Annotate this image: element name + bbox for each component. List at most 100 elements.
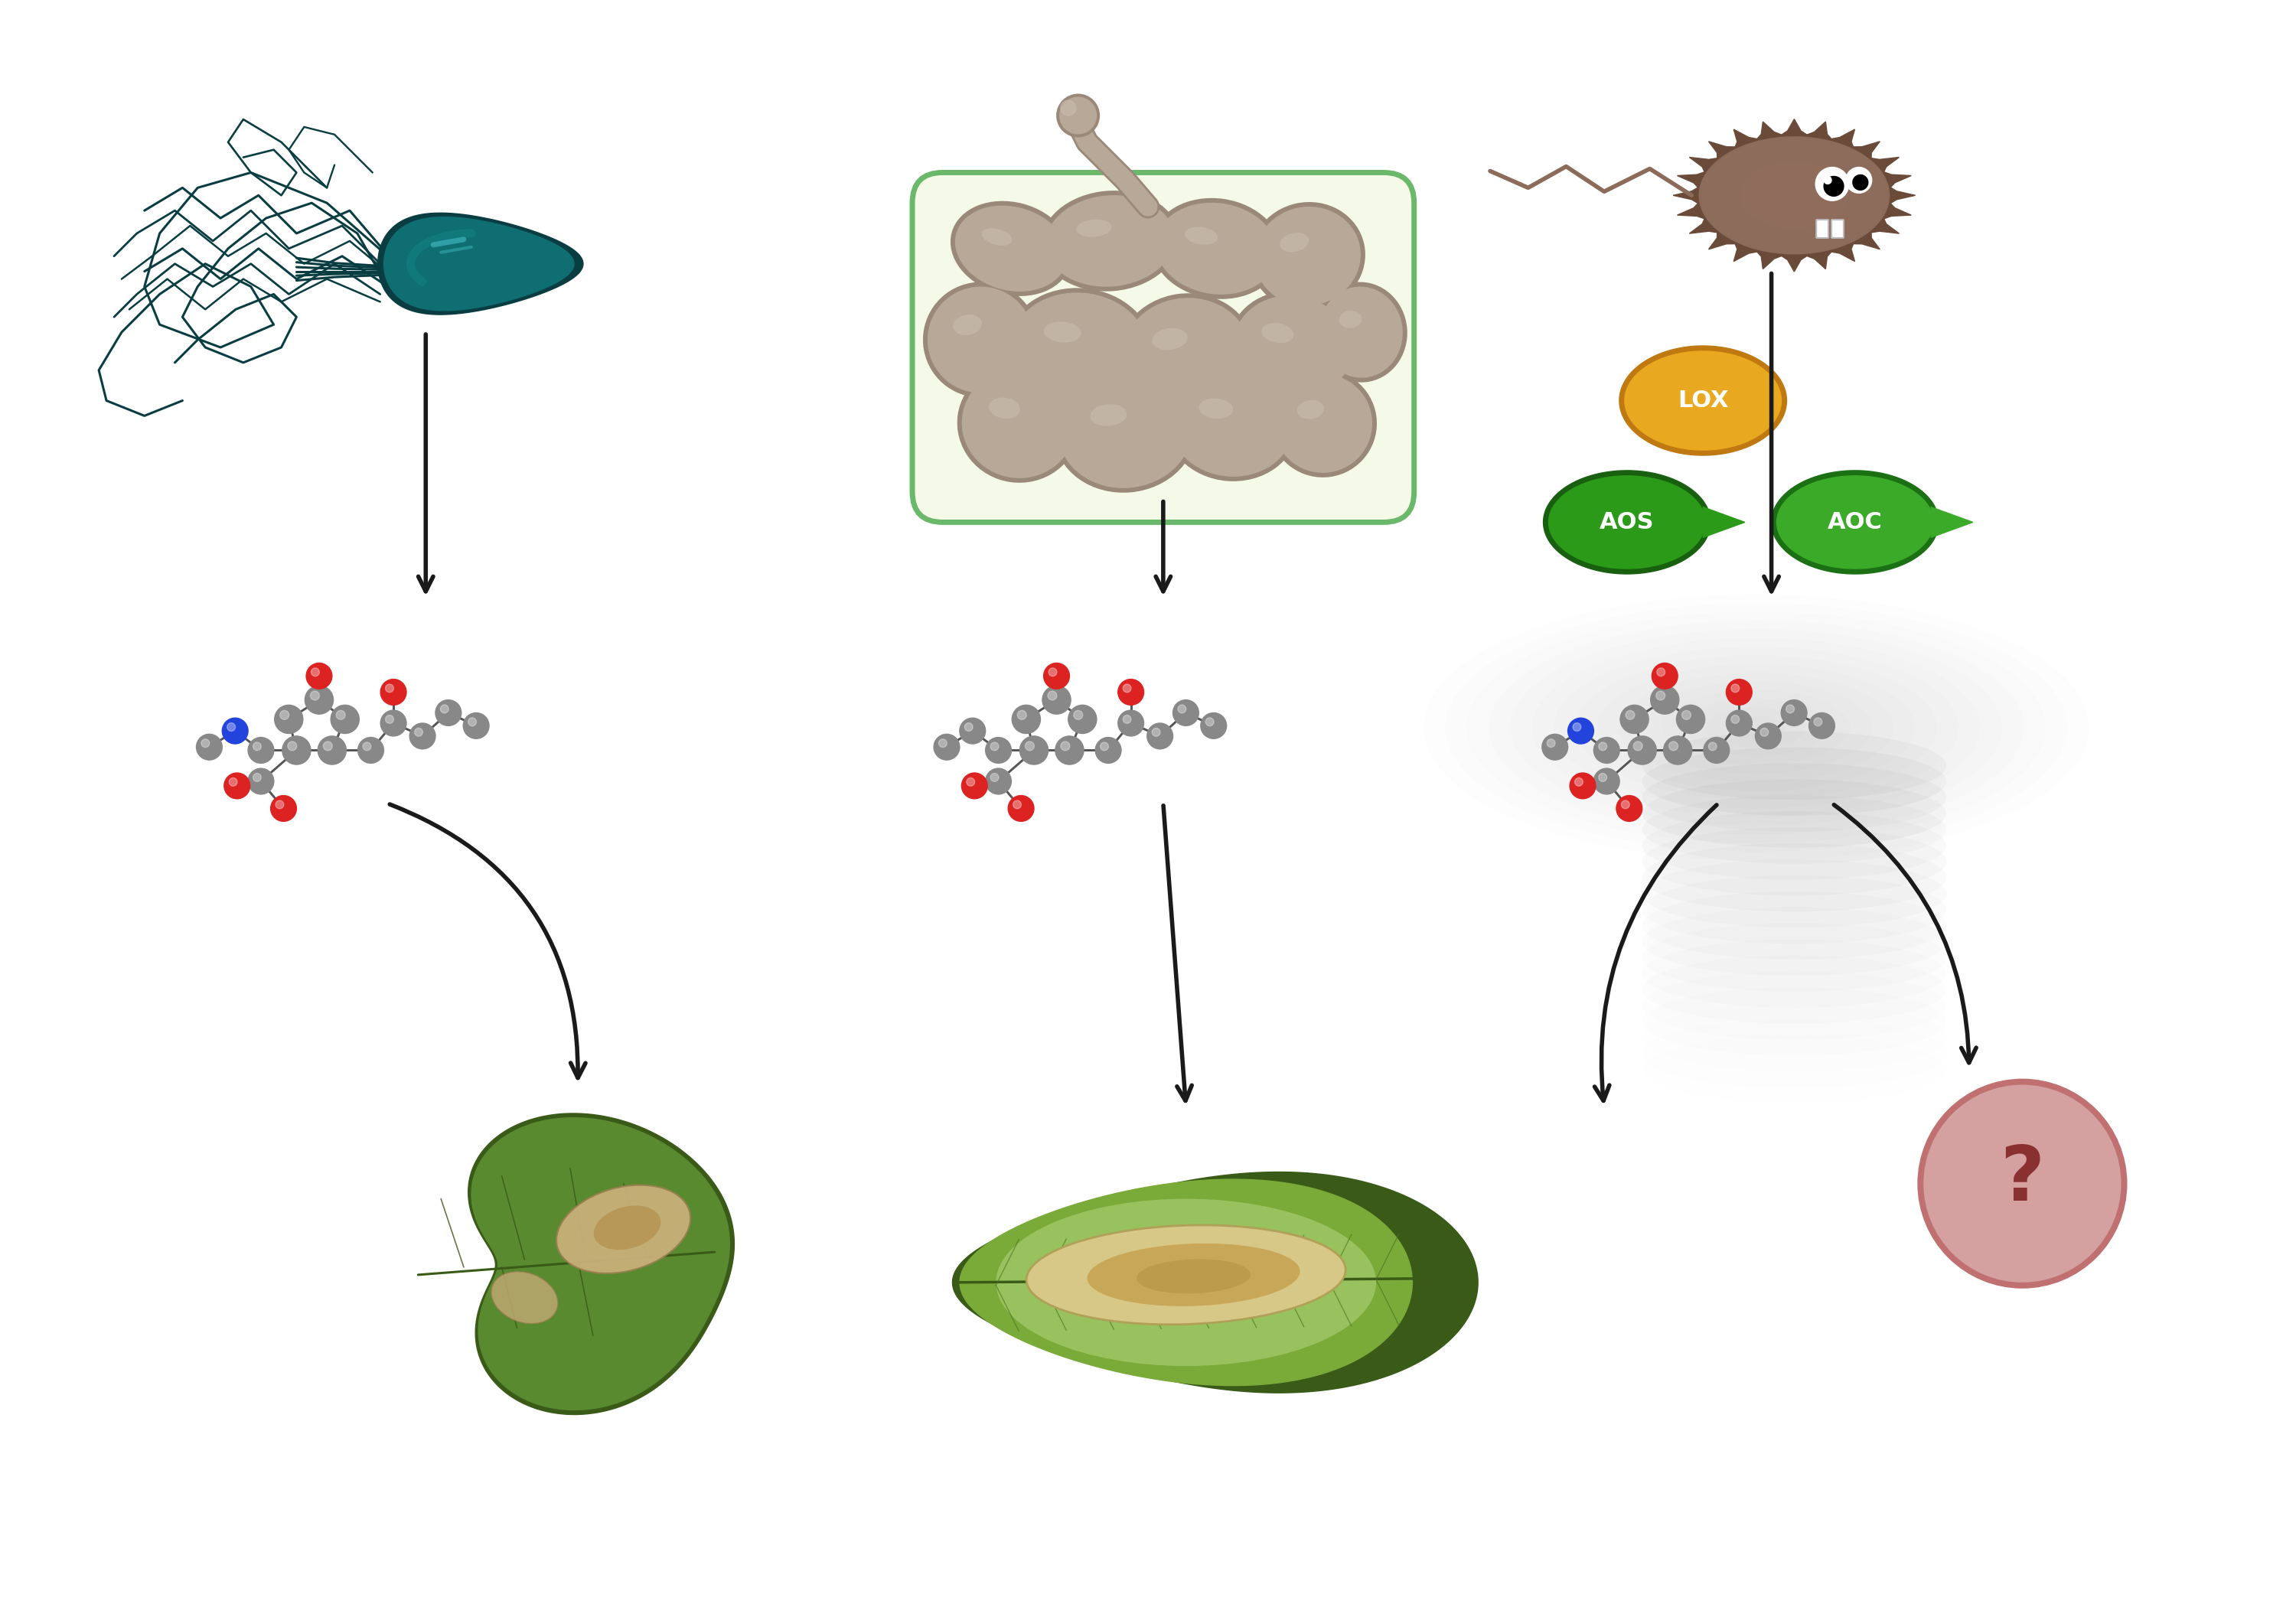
Ellipse shape <box>1642 763 1947 832</box>
Circle shape <box>1814 718 1823 726</box>
Circle shape <box>287 741 296 750</box>
Circle shape <box>1621 800 1630 808</box>
Circle shape <box>985 768 1010 794</box>
Circle shape <box>1593 738 1619 763</box>
Polygon shape <box>1550 476 1706 569</box>
Circle shape <box>386 685 393 693</box>
Circle shape <box>1651 664 1678 689</box>
Polygon shape <box>1699 137 1890 254</box>
Ellipse shape <box>983 228 1013 246</box>
Circle shape <box>1731 715 1740 723</box>
Ellipse shape <box>1006 288 1153 407</box>
Ellipse shape <box>951 201 1072 296</box>
Circle shape <box>990 773 999 781</box>
Circle shape <box>1786 705 1793 714</box>
Polygon shape <box>1931 508 1972 537</box>
Circle shape <box>1816 167 1848 201</box>
Ellipse shape <box>595 1205 661 1250</box>
Circle shape <box>939 739 946 747</box>
Ellipse shape <box>1045 321 1081 342</box>
Circle shape <box>967 778 976 786</box>
Circle shape <box>1628 736 1655 765</box>
Circle shape <box>1013 705 1040 733</box>
Ellipse shape <box>928 286 1033 394</box>
Circle shape <box>1123 685 1132 693</box>
Circle shape <box>317 736 347 765</box>
Circle shape <box>253 742 262 750</box>
Ellipse shape <box>1058 374 1192 489</box>
Circle shape <box>1013 800 1022 808</box>
Circle shape <box>1731 685 1740 693</box>
Ellipse shape <box>1297 400 1325 419</box>
Polygon shape <box>1777 476 1933 569</box>
Ellipse shape <box>962 368 1077 479</box>
Circle shape <box>1178 705 1187 714</box>
Circle shape <box>1575 778 1582 786</box>
Ellipse shape <box>1040 191 1180 291</box>
Circle shape <box>324 741 333 750</box>
Polygon shape <box>383 217 574 310</box>
Circle shape <box>1123 715 1132 723</box>
Circle shape <box>253 773 262 781</box>
Circle shape <box>1616 795 1642 821</box>
Ellipse shape <box>1642 747 1947 816</box>
Ellipse shape <box>1088 1244 1300 1306</box>
Circle shape <box>305 686 333 714</box>
Ellipse shape <box>1274 374 1373 472</box>
Circle shape <box>1148 723 1173 749</box>
Circle shape <box>985 738 1010 763</box>
Circle shape <box>1598 742 1607 750</box>
Polygon shape <box>1619 346 1786 455</box>
Circle shape <box>197 734 223 760</box>
Ellipse shape <box>996 1199 1375 1366</box>
Ellipse shape <box>1642 779 1947 848</box>
Circle shape <box>1658 669 1665 677</box>
Ellipse shape <box>1270 370 1378 477</box>
Circle shape <box>310 691 319 701</box>
Circle shape <box>1100 742 1109 750</box>
Polygon shape <box>1773 471 1938 574</box>
Ellipse shape <box>1727 153 1862 238</box>
Ellipse shape <box>955 206 1068 291</box>
Circle shape <box>1068 705 1097 733</box>
Circle shape <box>248 768 273 794</box>
Ellipse shape <box>1026 1225 1345 1324</box>
Polygon shape <box>953 1172 1479 1393</box>
Circle shape <box>1761 728 1768 736</box>
Circle shape <box>271 795 296 821</box>
Circle shape <box>1809 714 1835 739</box>
Circle shape <box>1573 723 1582 731</box>
Circle shape <box>1118 710 1143 736</box>
Circle shape <box>1708 742 1717 750</box>
Circle shape <box>1683 710 1690 720</box>
Circle shape <box>280 710 289 720</box>
FancyBboxPatch shape <box>1832 220 1844 238</box>
Circle shape <box>358 738 383 763</box>
Polygon shape <box>471 1118 730 1409</box>
Circle shape <box>1543 734 1568 760</box>
Circle shape <box>1017 710 1026 720</box>
Circle shape <box>1727 710 1752 736</box>
Circle shape <box>468 718 475 726</box>
Polygon shape <box>1704 508 1745 537</box>
Circle shape <box>1676 705 1706 733</box>
Circle shape <box>223 718 248 744</box>
Circle shape <box>1782 701 1807 726</box>
Ellipse shape <box>1316 283 1407 382</box>
Ellipse shape <box>1318 286 1403 378</box>
Circle shape <box>276 800 285 808</box>
Circle shape <box>1075 710 1084 720</box>
Ellipse shape <box>1010 292 1148 402</box>
Polygon shape <box>960 1180 1412 1385</box>
Circle shape <box>1853 175 1869 190</box>
Circle shape <box>1042 686 1070 714</box>
Circle shape <box>335 710 344 720</box>
Polygon shape <box>379 214 583 315</box>
Circle shape <box>1727 680 1752 705</box>
Ellipse shape <box>1228 291 1357 403</box>
Circle shape <box>1548 739 1554 747</box>
Circle shape <box>1651 686 1678 714</box>
Circle shape <box>1632 741 1642 750</box>
Ellipse shape <box>1150 198 1281 299</box>
Ellipse shape <box>1185 227 1217 244</box>
